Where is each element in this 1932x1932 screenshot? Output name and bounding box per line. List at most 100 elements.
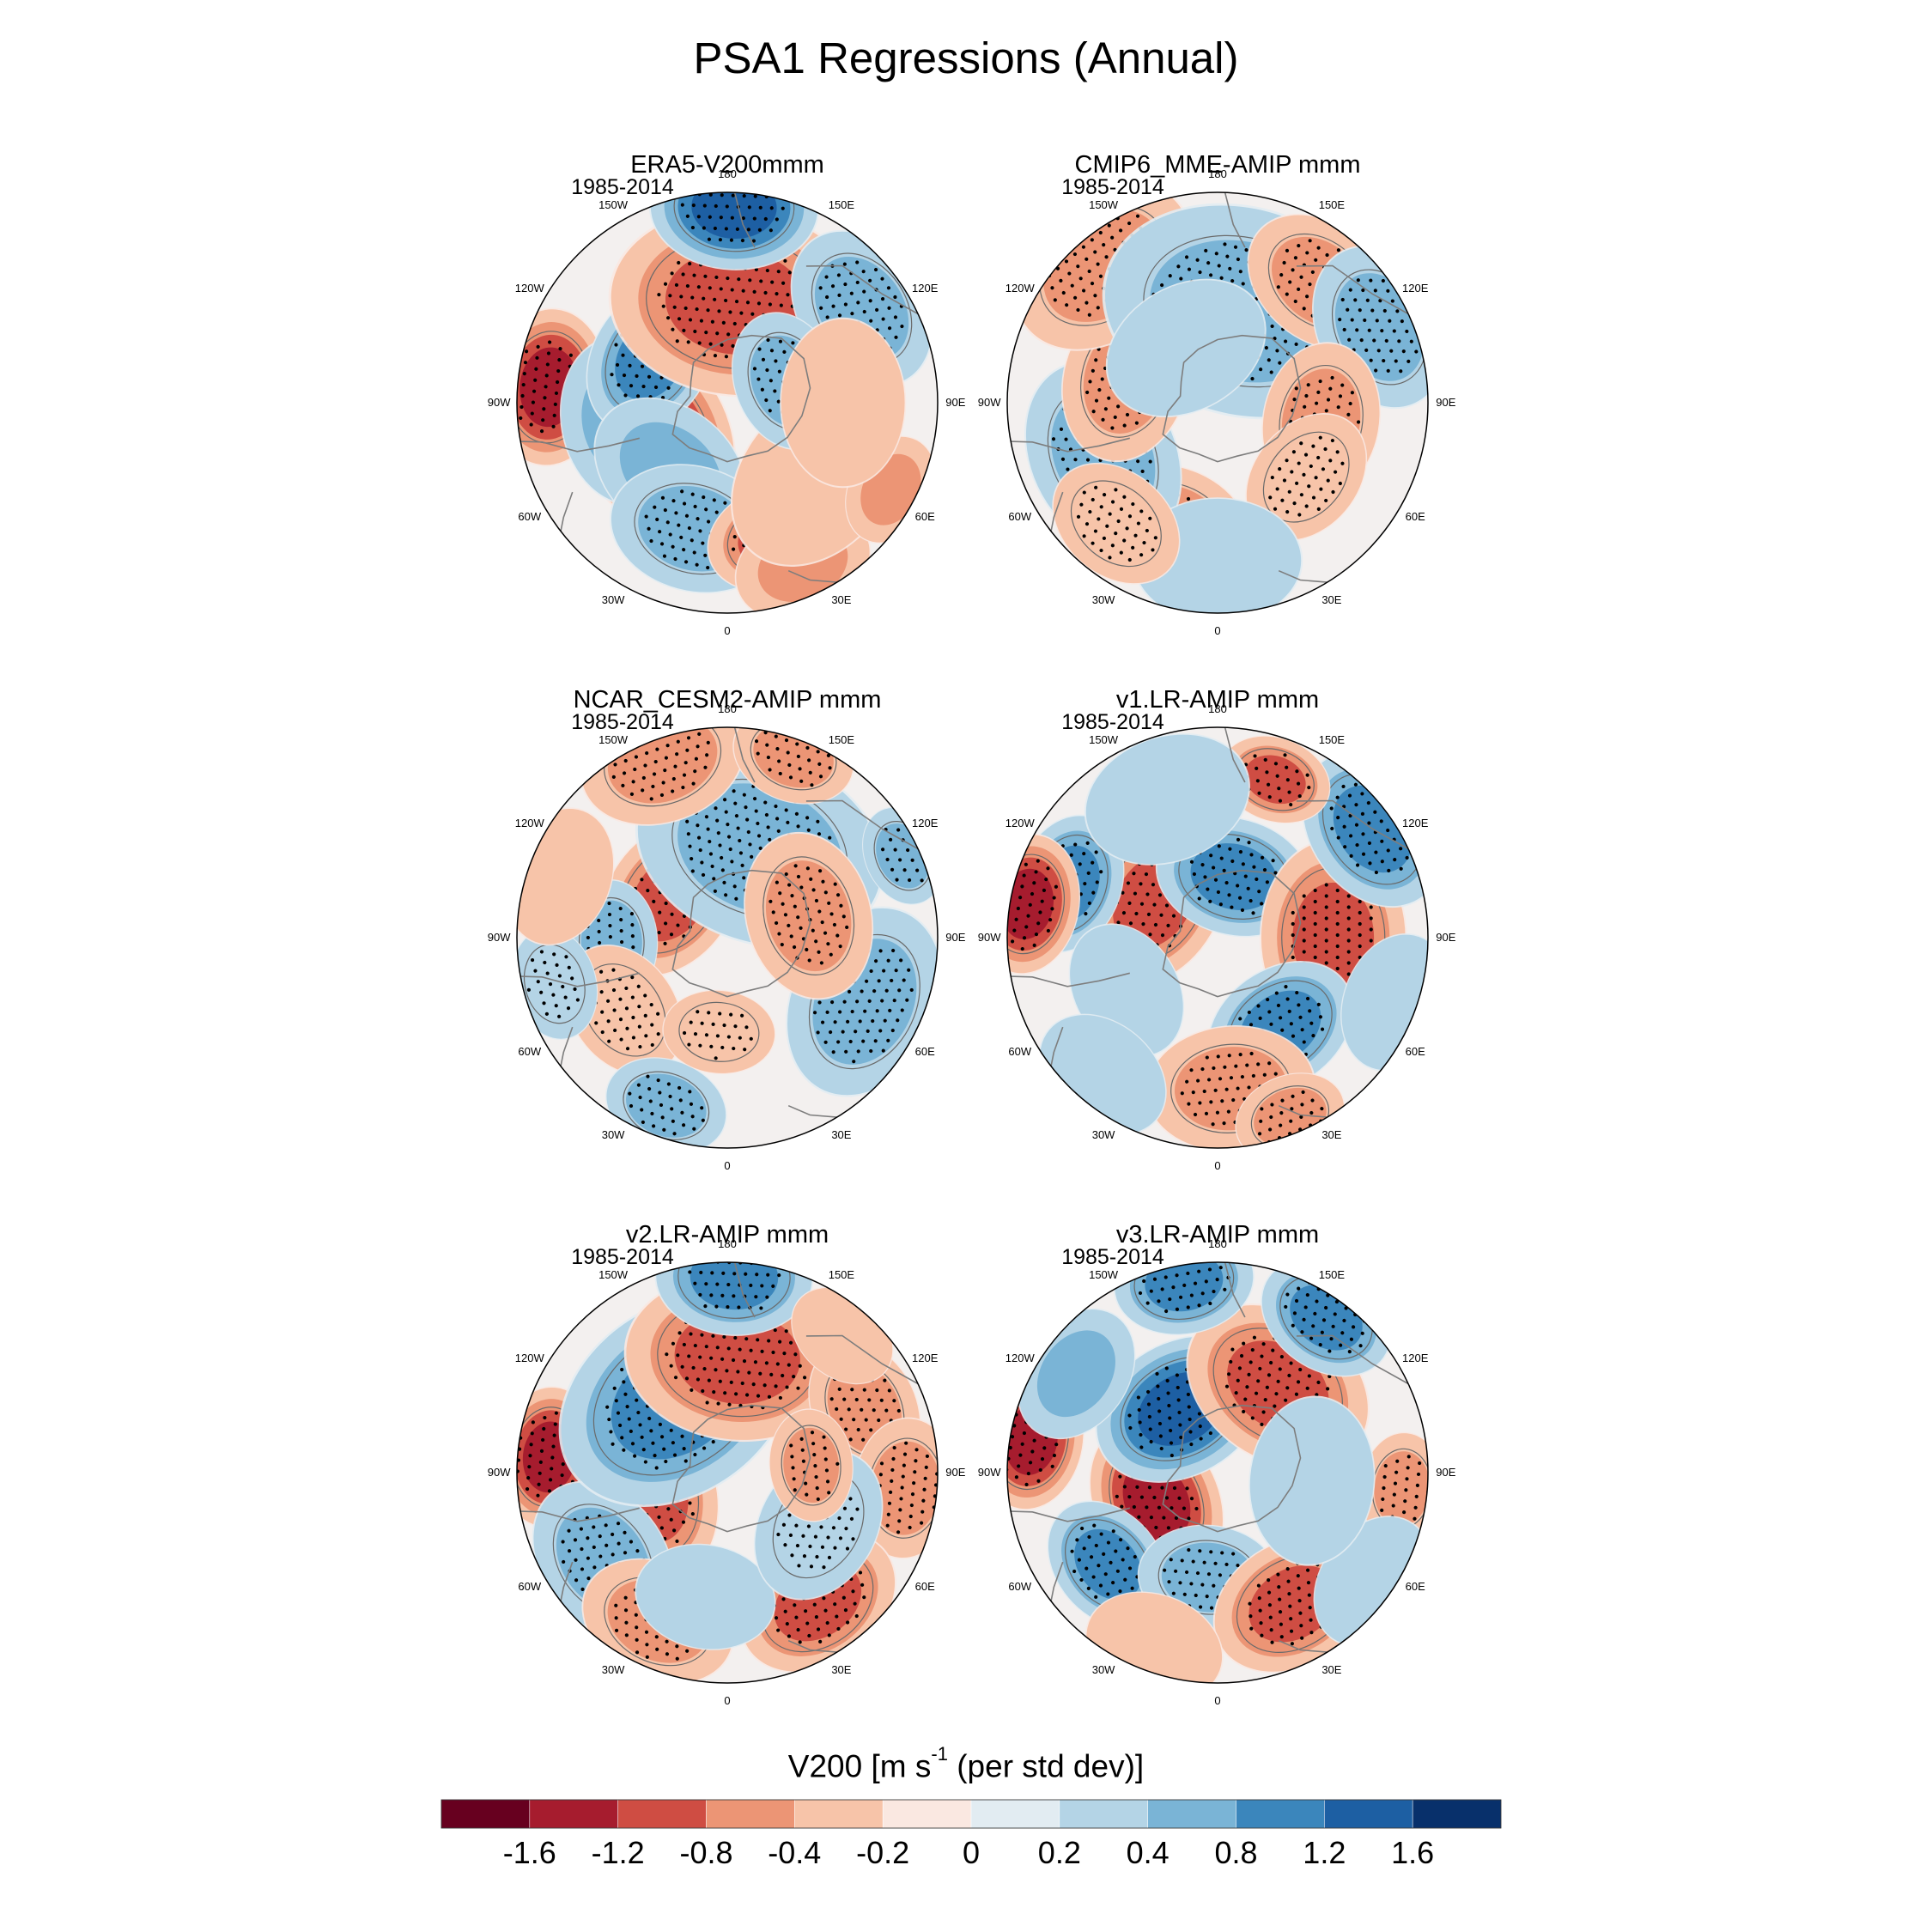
- stipple-dot: [1024, 925, 1029, 929]
- stipple-dot: [688, 1501, 692, 1505]
- stipple-dot: [1160, 1485, 1164, 1490]
- stipple-dot: [866, 1029, 870, 1033]
- stipple-dot: [1369, 916, 1373, 920]
- stipple-dot: [1269, 1628, 1273, 1632]
- stipple-dot: [688, 318, 693, 322]
- stipple-dot: [755, 1273, 759, 1277]
- stipple-dot: [693, 769, 697, 774]
- stipple-dot: [673, 764, 677, 769]
- stipple-dot: [744, 1393, 750, 1397]
- stipple-dot: [1127, 1495, 1132, 1499]
- stipple-dot: [522, 372, 526, 376]
- stipple-dot: [628, 1091, 632, 1096]
- stipple-dot: [1247, 1085, 1251, 1090]
- stipple-dot: [887, 1388, 891, 1393]
- stipple-dot: [740, 863, 744, 867]
- stipple-dot: [1126, 1546, 1130, 1551]
- significance-contour: [604, 727, 722, 807]
- stipple-dot: [1159, 1446, 1163, 1451]
- stipple-dot: [643, 993, 647, 998]
- stipple-dot: [619, 939, 624, 945]
- contour-fill: [691, 192, 777, 240]
- stipple-dot: [1305, 773, 1309, 777]
- stipple-dot: [1102, 536, 1107, 541]
- stipple-dot: [1395, 1459, 1400, 1463]
- stipple-dot: [743, 1048, 747, 1052]
- stipple-dot: [1187, 1547, 1191, 1552]
- stipple-dot: [915, 868, 920, 872]
- stipple-dot: [1166, 923, 1170, 927]
- stipple-dot: [835, 893, 841, 897]
- stipple-dot: [1200, 1257, 1205, 1261]
- continent-coastline: [1007, 972, 1130, 987]
- stipple-dot: [898, 1508, 902, 1512]
- stipple-dot: [674, 283, 679, 288]
- stipple-dot: [820, 1545, 825, 1549]
- lon-tick-label: 90W: [978, 396, 1001, 409]
- stipple-dot: [1313, 921, 1317, 927]
- stipple-dot: [886, 1512, 890, 1516]
- stipple-dot: [1314, 476, 1318, 480]
- stipple-dot: [723, 501, 727, 505]
- stipple-dot: [1231, 1552, 1236, 1556]
- stipple-dot: [1222, 1121, 1226, 1126]
- stipple-dot: [1415, 1483, 1419, 1488]
- stipple-dot: [763, 216, 768, 222]
- stipple-dot: [1132, 1504, 1136, 1510]
- stipple-dot: [693, 1032, 698, 1036]
- stipple-dot: [1136, 1395, 1140, 1400]
- map-panel-4: v1.LR-AMIP mmm1985-2014030E60E90E120E150…: [978, 686, 1456, 1172]
- stipple-dot: [843, 1608, 848, 1613]
- stipple-dot: [1252, 865, 1256, 869]
- stipple-dot: [756, 821, 760, 826]
- stipple-dot: [1310, 1098, 1315, 1103]
- stipple-dot: [698, 1043, 702, 1048]
- stipple-dot: [677, 317, 682, 321]
- lon-tick-label: 60W: [1008, 510, 1031, 523]
- stipple-dot: [1302, 307, 1306, 311]
- stipple-dot: [740, 1013, 744, 1018]
- stipple-dot: [1227, 1054, 1231, 1058]
- stipple-dot: [607, 901, 611, 906]
- stipple-dot: [1313, 933, 1317, 938]
- stipple-dot: [1287, 1592, 1291, 1596]
- stipple-dot: [657, 930, 661, 935]
- contour-fill: [781, 319, 905, 487]
- stipple-dot: [1099, 548, 1103, 553]
- stipple-dot: [1012, 1424, 1017, 1428]
- stipple-dot: [618, 907, 623, 911]
- stipple-dot: [566, 1006, 571, 1011]
- stipple-dot: [1299, 1624, 1303, 1628]
- stipple-dot: [1224, 880, 1229, 885]
- stipple-dot: [689, 1020, 693, 1024]
- stipple-dot: [746, 228, 750, 232]
- stipple-dot: [691, 203, 696, 208]
- stipple-dot: [693, 329, 697, 334]
- stipple-dot: [570, 976, 574, 981]
- stipple-dot: [1079, 502, 1084, 507]
- stipple-dot: [1157, 1409, 1162, 1413]
- stipple-dot: [782, 1352, 787, 1356]
- stipple-dot: [1243, 1397, 1248, 1401]
- stipple-dot: [1287, 790, 1291, 794]
- stipple-dot: [672, 1132, 677, 1136]
- stipple-dot: [756, 301, 762, 306]
- stipple-dot: [1218, 902, 1223, 907]
- stipple-dot: [1393, 858, 1397, 862]
- stipple-dot: [710, 864, 714, 869]
- panel-title: ERA5-V200mmm: [630, 151, 824, 179]
- stipple-dot: [1308, 239, 1312, 243]
- stipple-dot: [616, 1411, 621, 1415]
- stipple-dot: [1283, 339, 1288, 343]
- stipple-dot: [757, 347, 762, 351]
- stipple-dot: [684, 513, 690, 518]
- stipple-dot: [774, 359, 778, 363]
- stipple-dot: [1061, 247, 1066, 252]
- stipple-dot: [1110, 544, 1115, 548]
- stipple-dot: [1378, 299, 1382, 303]
- stipple-dot: [872, 989, 877, 993]
- anomaly-region: [1084, 732, 1250, 866]
- stipple-dot: [681, 1520, 686, 1524]
- stipple-dot: [844, 1049, 848, 1054]
- stipple-dot: [633, 1454, 637, 1458]
